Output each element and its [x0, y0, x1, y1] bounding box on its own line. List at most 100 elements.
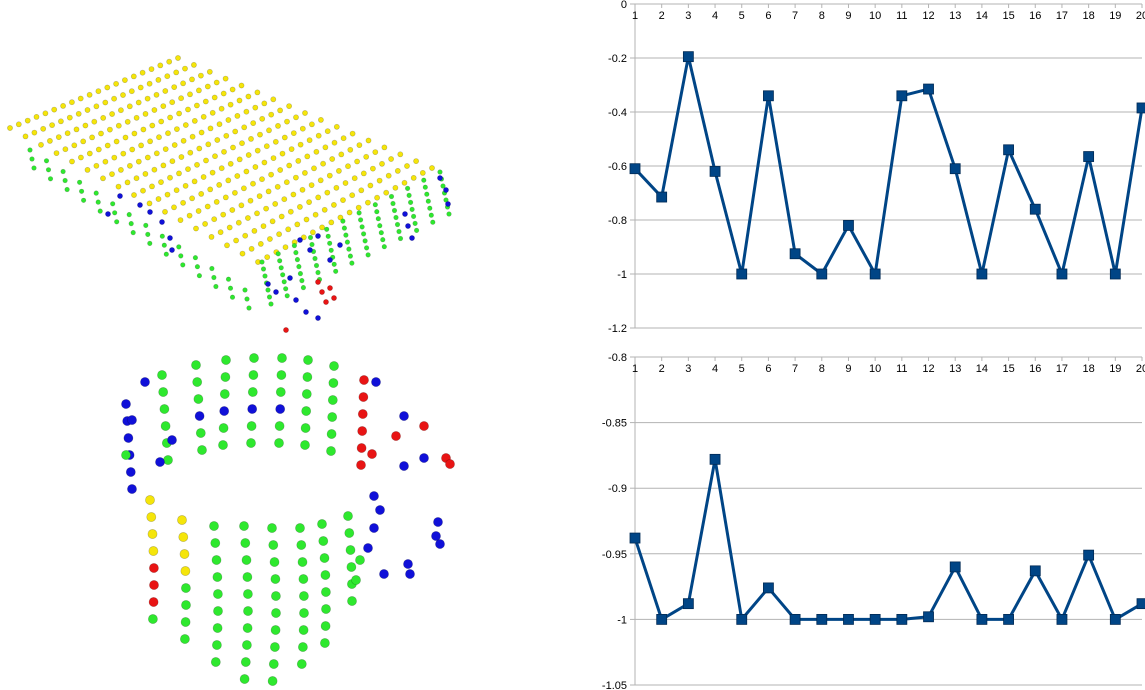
x-tick-label: 8	[819, 363, 825, 375]
point-yellow	[193, 225, 199, 232]
point-yellow	[131, 192, 137, 198]
point-blue	[303, 309, 309, 315]
point-blue	[117, 193, 123, 199]
point-yellow	[385, 172, 392, 179]
point-green	[408, 199, 414, 205]
point-yellow	[257, 131, 263, 138]
point-yellow	[326, 172, 333, 179]
point-yellow	[195, 208, 202, 214]
point-blue	[437, 175, 443, 181]
y-tick-label: -0.2	[608, 53, 627, 65]
data-point-marker	[1083, 151, 1095, 162]
data-point-marker	[709, 165, 721, 177]
point-yellow	[135, 99, 142, 106]
point-yellow	[231, 189, 238, 196]
point-yellow	[275, 123, 281, 129]
point-green	[128, 221, 134, 227]
point-green	[197, 445, 207, 455]
point-yellow	[281, 196, 288, 203]
point-yellow	[98, 130, 104, 137]
point-blue	[419, 453, 429, 463]
point-green	[446, 211, 452, 217]
data-point-marker	[949, 561, 961, 573]
point-yellow	[392, 184, 399, 191]
point-blue	[369, 523, 379, 533]
point-yellow	[337, 214, 344, 221]
point-yellow	[209, 109, 216, 116]
point-yellow	[162, 88, 169, 94]
point-yellow	[200, 174, 207, 180]
point-green	[301, 389, 312, 399]
point-yellow	[229, 86, 236, 93]
point-green	[266, 294, 273, 300]
point-yellow	[306, 199, 312, 205]
point-yellow	[364, 199, 371, 206]
point-yellow	[240, 185, 247, 192]
point-yellow	[206, 68, 213, 75]
point-green	[212, 623, 223, 633]
point-yellow	[351, 175, 358, 182]
point-green	[309, 241, 315, 248]
point-yellow	[346, 209, 353, 216]
point-yellow	[367, 182, 374, 189]
point-green	[299, 278, 305, 284]
point-green	[126, 212, 132, 218]
point-yellow	[225, 177, 232, 184]
point-green	[268, 540, 279, 550]
point-blue	[121, 399, 131, 409]
point-yellow	[324, 128, 331, 135]
point-red	[357, 426, 368, 436]
point-yellow	[222, 75, 229, 82]
point-green	[351, 575, 361, 585]
point-yellow	[226, 224, 233, 231]
point-yellow	[171, 84, 178, 90]
point-yellow	[254, 89, 261, 96]
point-green	[147, 240, 153, 246]
point-yellow	[133, 175, 140, 182]
point-green	[291, 243, 298, 249]
point-green	[344, 239, 351, 245]
point-yellow	[100, 175, 106, 182]
point-green	[270, 591, 281, 601]
point-yellow	[178, 154, 185, 160]
point-green	[393, 214, 399, 221]
point-yellow	[299, 186, 306, 193]
point-yellow	[241, 124, 248, 131]
x-tick-label: 20	[1136, 363, 1145, 375]
point-green	[178, 253, 184, 259]
point-green	[80, 197, 87, 203]
point-green	[280, 272, 286, 278]
point-yellow	[77, 95, 84, 102]
point-red	[419, 421, 429, 431]
point-yellow	[268, 171, 274, 178]
point-green	[324, 226, 330, 232]
point-green	[194, 264, 200, 270]
point-yellow	[372, 149, 379, 155]
point-yellow	[182, 182, 189, 189]
point-yellow	[251, 227, 258, 234]
point-yellow	[211, 216, 218, 223]
point-yellow	[261, 100, 268, 107]
point-yellow	[175, 55, 181, 61]
point-green	[121, 450, 131, 460]
point-green	[283, 286, 289, 292]
point-yellow	[24, 117, 31, 124]
point-green	[440, 183, 446, 189]
point-yellow	[113, 80, 119, 87]
point-green	[378, 230, 384, 236]
point-green	[240, 538, 251, 548]
point-yellow	[204, 203, 211, 210]
point-yellow	[130, 73, 137, 80]
y-tick-label: -0.8	[608, 215, 627, 227]
point-green	[361, 231, 367, 237]
point-green	[281, 279, 287, 285]
point-yellow	[330, 201, 337, 208]
point-green	[179, 634, 190, 644]
point-yellow	[257, 240, 264, 247]
point-green	[93, 190, 99, 196]
point-green	[159, 404, 170, 414]
point-yellow	[265, 188, 272, 195]
point-green	[313, 262, 320, 269]
point-yellow	[158, 179, 164, 185]
point-yellow	[302, 110, 308, 116]
